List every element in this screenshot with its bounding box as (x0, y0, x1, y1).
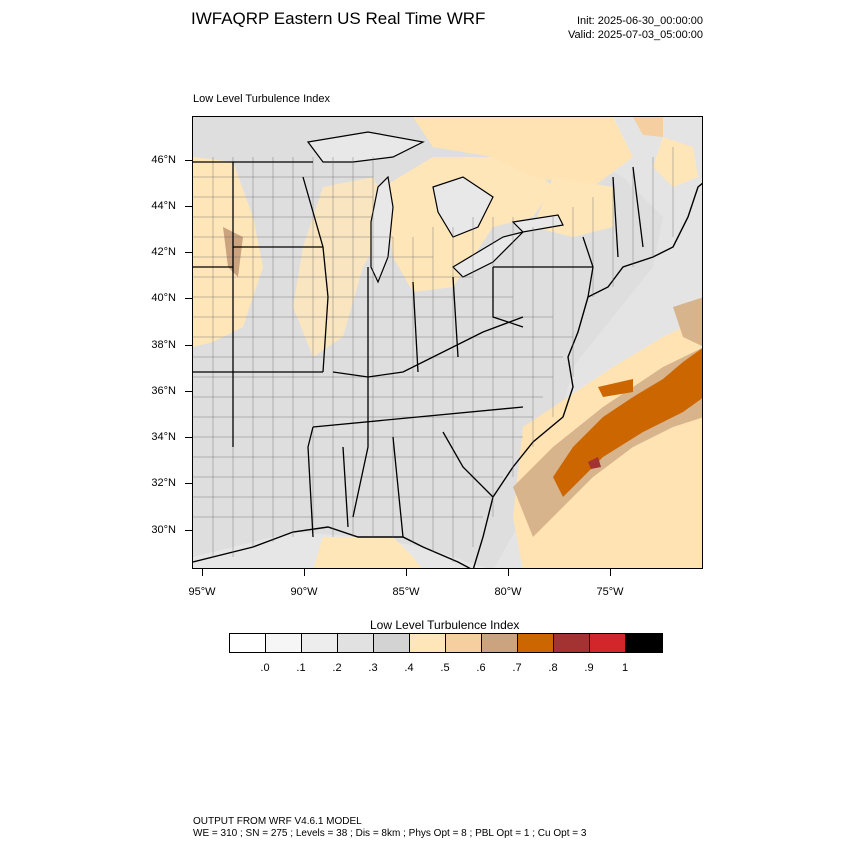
lake-superior (306, 131, 425, 163)
init-time: Init: 2025-06-30_00:00:00 (577, 15, 703, 27)
panel-title: Low Level Turbulence Index (193, 93, 330, 105)
lat-label-44n: 44°N (151, 200, 176, 212)
colorbar-label: .7 (512, 662, 522, 674)
valid-time: Valid: 2025-07-03_05:00:00 (568, 29, 703, 41)
colorbar-label: .1 (296, 662, 306, 674)
turbulence-region-tan-east (673, 297, 702, 347)
turbulence-region-maine (653, 137, 698, 187)
lat-tick (185, 391, 192, 392)
colorbar-label: .5 (440, 662, 450, 674)
lat-tick (185, 345, 192, 346)
lat-label-42n: 42°N (151, 246, 176, 258)
lon-tick (508, 569, 509, 576)
lake-ontario (511, 214, 564, 233)
lake-erie (452, 230, 525, 278)
turbulence-region-orange (553, 348, 702, 497)
lat-label-38n: 38°N (151, 339, 176, 351)
lon-label-80w: 80°W (494, 586, 522, 598)
county-grid (193, 147, 674, 562)
colorbar-box (554, 634, 590, 652)
chart-title: IWFAQRP Eastern US Real Time WRF (191, 9, 486, 28)
lon-label-85w: 85°W (392, 586, 420, 598)
lat-tick (185, 160, 192, 161)
colorbar-label: .9 (584, 662, 594, 674)
colorbar-label: .6 (476, 662, 486, 674)
colorbar-box (626, 634, 662, 652)
lat-tick (185, 483, 192, 484)
colorbar-box (410, 634, 446, 652)
colorbar-label: 1 (621, 662, 629, 674)
lat-tick (185, 298, 192, 299)
turbulence-region-wisconsin (293, 177, 393, 357)
lat-tick (185, 437, 192, 438)
lat-label-40n: 40°N (151, 292, 176, 304)
colorbar-label: .0 (260, 662, 270, 674)
colorbar-box (518, 634, 554, 652)
lake-huron (432, 176, 494, 238)
state-borders (193, 161, 644, 538)
turbulence-region-canada (413, 117, 633, 187)
turbulence-region-orange-small (598, 379, 633, 397)
lat-label-32n: 32°N (151, 477, 176, 489)
colorbar-box (266, 634, 302, 652)
colorbar-box (374, 634, 410, 652)
colorbar-label: .8 (548, 662, 558, 674)
map-panel (192, 116, 703, 569)
atlantic-coastline (472, 182, 702, 568)
lon-tick (202, 569, 203, 576)
lon-label-75w: 75°W (596, 586, 624, 598)
colorbar-title: Low Level Turbulence Index (370, 618, 520, 632)
lat-label-36n: 36°N (151, 385, 176, 397)
colorbar-box (482, 634, 518, 652)
lon-label-95w: 95°W (188, 586, 216, 598)
turbulence-region-quebec (633, 117, 663, 137)
lon-label-90w: 90°W (290, 586, 318, 598)
map-canvas (193, 117, 702, 568)
lon-tick (304, 569, 305, 576)
lat-label-46n: 46°N (151, 154, 176, 166)
lat-tick (185, 252, 192, 253)
colorbar-box (338, 634, 374, 652)
colorbar-box (302, 634, 338, 652)
model-info-line1: OUTPUT FROM WRF V4.6.1 MODEL (193, 816, 362, 827)
turbulence-region-red (588, 457, 601, 469)
colorbar (229, 633, 663, 653)
colorbar-label: .4 (404, 662, 414, 674)
model-info-line2: WE = 310 ; SN = 275 ; Levels = 38 ; Dis … (193, 828, 587, 839)
lat-label-30n: 30°N (151, 524, 176, 536)
model-info: OUTPUT FROM WRF V4.6.1 MODEL WE = 310 ; … (193, 816, 586, 840)
gulf-coastline (193, 526, 471, 568)
lon-tick (406, 569, 407, 576)
colorbar-label: .2 (332, 662, 342, 674)
lat-label-34n: 34°N (151, 431, 176, 443)
colorbar-box (230, 634, 266, 652)
colorbar-label: .3 (368, 662, 378, 674)
lon-tick (610, 569, 611, 576)
colorbar-box (590, 634, 626, 652)
run-times: Init: 2025-06-30_00:00:00 Valid: 2025-07… (568, 14, 703, 42)
lat-tick (185, 206, 192, 207)
lake-michigan (370, 175, 394, 284)
lat-tick (185, 530, 192, 531)
colorbar-box (446, 634, 482, 652)
turbulence-region-gulf (313, 537, 422, 568)
